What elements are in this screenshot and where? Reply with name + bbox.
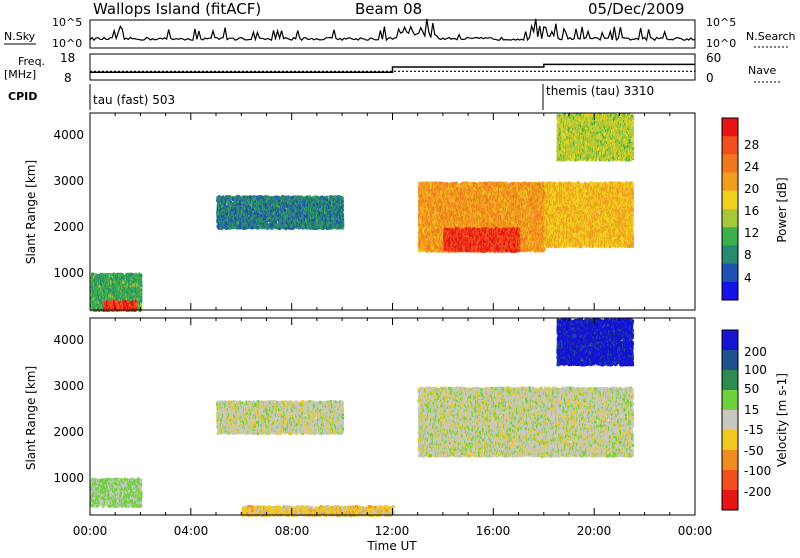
cpid-segment-1: tau (fast) 503: [93, 93, 175, 107]
nave-tick-low: 0: [706, 71, 714, 85]
nsky-tick-low: 10^0: [52, 37, 82, 50]
nsky-tick-high: 10^5: [52, 16, 82, 29]
freq-tick-low: 8: [64, 71, 72, 85]
cpid-label: CPID: [8, 90, 37, 103]
freq-tick-high: 18: [60, 51, 75, 65]
rti-plot: Wallops Island (fitACF) Beam 08 05/Dec/2…: [0, 0, 800, 554]
data-cell: [95, 283, 97, 286]
cpid-segment-2: themis (tau) 3310: [546, 84, 654, 98]
freq-label: Freq.: [18, 55, 45, 68]
beam-label: Beam 08: [355, 0, 422, 18]
nsearch-tick-high: 10^5: [706, 16, 736, 29]
freq-trace: [90, 64, 695, 72]
nsky-trace: [90, 19, 695, 40]
nsearch-label: N.Search: [746, 30, 796, 43]
power-data: [90, 113, 634, 312]
nsearch-tick-low: 10^0: [706, 37, 736, 50]
nsky-panel: [90, 19, 695, 48]
nave-label: Nave: [748, 64, 776, 77]
freq-panel: [90, 54, 695, 80]
nave-tick-high: 60: [706, 51, 721, 65]
nsky-label: N.Sky: [4, 30, 36, 43]
power-panel: [90, 113, 695, 312]
date-label: 05/Dec/2009: [588, 0, 684, 18]
station-title: Wallops Island (fitACF): [93, 0, 261, 18]
freq-unit-label: [MHz]: [4, 68, 36, 81]
